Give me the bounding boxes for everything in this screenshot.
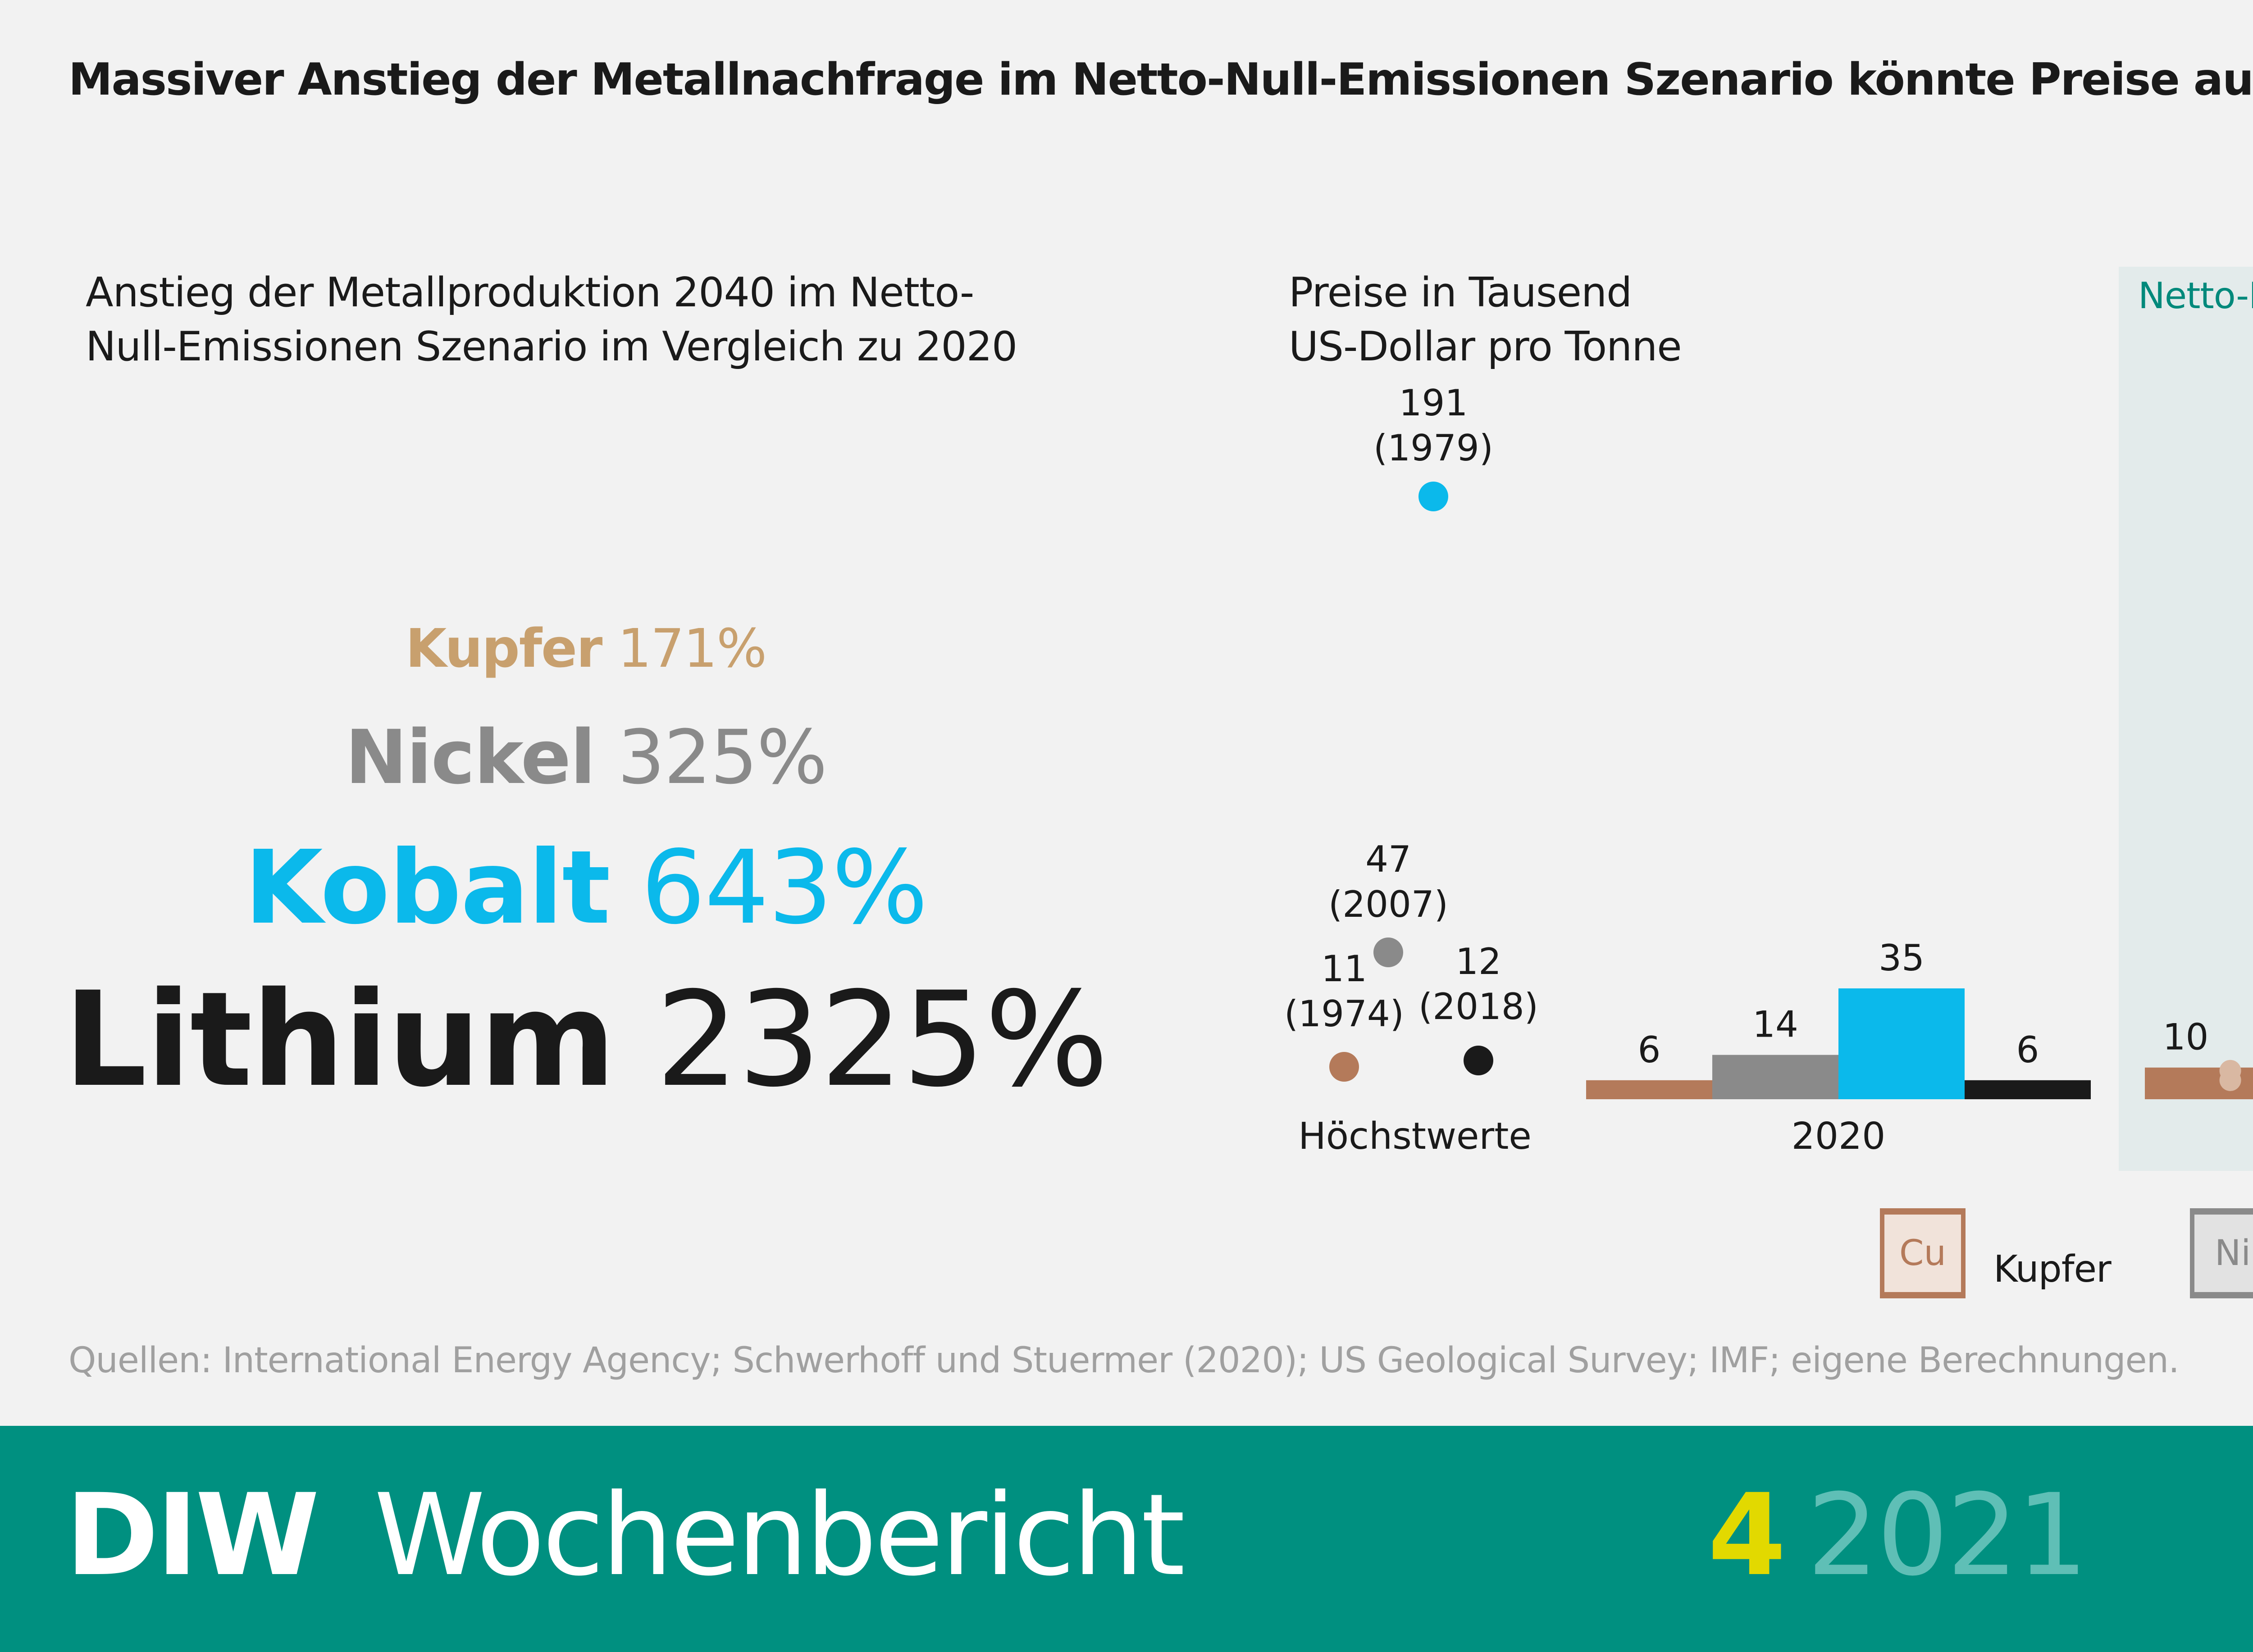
bar-kobalt-2020 bbox=[1838, 988, 1965, 1099]
copper-symbol-icon: Cu bbox=[1880, 1208, 1966, 1298]
data-label-nickel-2020: 14 bbox=[1752, 1004, 1798, 1046]
source-note: Quellen: International Energy Agency; Sc… bbox=[68, 1340, 2180, 1381]
increase-kupfer: Kupfer 171% bbox=[0, 617, 1172, 679]
publisher-short: DIW bbox=[65, 1470, 319, 1601]
publication-name: Wochenbericht bbox=[374, 1470, 1185, 1601]
bar-kupfer-2020 bbox=[1586, 1080, 1712, 1099]
legend-symbol: Ni bbox=[2214, 1233, 2251, 1274]
increase-lithium: Lithium 2325% bbox=[0, 964, 1172, 1116]
historical-high-nickel bbox=[1373, 937, 1403, 967]
scenario-label: Netto-Null-Emissionen Szenario bbox=[2138, 275, 2253, 317]
historical-high-lithium bbox=[1464, 1046, 1493, 1075]
data-label-kobalt-2020: 35 bbox=[1879, 937, 1925, 979]
data-label-kupfer-2020: 6 bbox=[1638, 1029, 1661, 1071]
scenario-panel bbox=[2119, 267, 2253, 1171]
page-title: Massiver Anstieg der Metallnachfrage im … bbox=[68, 54, 2253, 105]
issue-number: 4 bbox=[1708, 1470, 1786, 1601]
legend-item-kupfer: Cu Kupfer bbox=[1880, 1204, 2112, 1303]
historical-high-year-kupfer: (1974) bbox=[1284, 993, 1404, 1035]
historical-highs-label: Höchstwerte bbox=[1298, 1115, 1532, 1158]
increase-lithium-value: 2325% bbox=[655, 964, 1109, 1116]
range-high-kupfer-2030 bbox=[2219, 1060, 2241, 1082]
increase-nickel-name: Nickel bbox=[345, 714, 596, 801]
increase-kupfer-value: 171% bbox=[617, 617, 767, 679]
historical-high-kobalt bbox=[1418, 482, 1448, 511]
historical-high-value-nickel: 47 bbox=[1365, 838, 1411, 880]
increase-kobalt: Kobalt 643% bbox=[0, 829, 1172, 947]
bar-nickel-2020 bbox=[1712, 1055, 1838, 1099]
increase-nickel: Nickel 325% bbox=[0, 714, 1172, 801]
legend-item-nickel: Ni Nickel bbox=[2190, 1204, 2253, 1303]
bar-lithium-2020 bbox=[1965, 1080, 2091, 1099]
prices-subtitle-line2: US-Dollar pro Tonne bbox=[1289, 323, 1682, 370]
production-subtitle-line2: Null-Emissionen Szenario im Vergleich zu… bbox=[86, 323, 1017, 370]
prices-subtitle: Preise in Tausend US-Dollar pro Tonne bbox=[1289, 266, 1920, 374]
nickel-symbol-icon: Ni bbox=[2190, 1208, 2253, 1298]
historical-high-kupfer bbox=[1329, 1052, 1359, 1082]
x-tick-label-2020: 2020 bbox=[1792, 1115, 1886, 1158]
prices-subtitle-line1: Preise in Tausend bbox=[1289, 269, 1632, 316]
historical-high-value-kupfer: 11 bbox=[1321, 948, 1367, 990]
data-label-lithium-2020: 6 bbox=[2016, 1029, 2039, 1071]
data-label-kupfer-2030: 10 bbox=[2163, 1016, 2209, 1058]
production-subtitle: Anstieg der Metallproduktion 2040 im Net… bbox=[86, 266, 1167, 374]
increase-kobalt-name: Kobalt bbox=[244, 829, 611, 947]
historical-high-year-nickel: (2007) bbox=[1328, 883, 1448, 925]
legend-label: Kupfer bbox=[1993, 1247, 2112, 1291]
legend-symbol: Cu bbox=[1899, 1233, 1946, 1274]
increase-kobalt-value: 643% bbox=[641, 829, 928, 947]
increase-nickel-value: 325% bbox=[617, 714, 827, 801]
increase-kupfer-name: Kupfer bbox=[405, 617, 602, 679]
historical-high-value-lithium: 12 bbox=[1455, 941, 1501, 983]
historical-high-value-kobalt: 191 bbox=[1399, 382, 1468, 424]
production-subtitle-line1: Anstieg der Metallproduktion 2040 im Net… bbox=[86, 269, 974, 316]
historical-high-year-kobalt: (1979) bbox=[1373, 427, 1493, 469]
increase-lithium-name: Lithium bbox=[64, 964, 616, 1116]
historical-high-year-lithium: (2018) bbox=[1418, 986, 1538, 1028]
issue-year: 2021 bbox=[1807, 1470, 2088, 1601]
footer-band bbox=[0, 1426, 2253, 1652]
